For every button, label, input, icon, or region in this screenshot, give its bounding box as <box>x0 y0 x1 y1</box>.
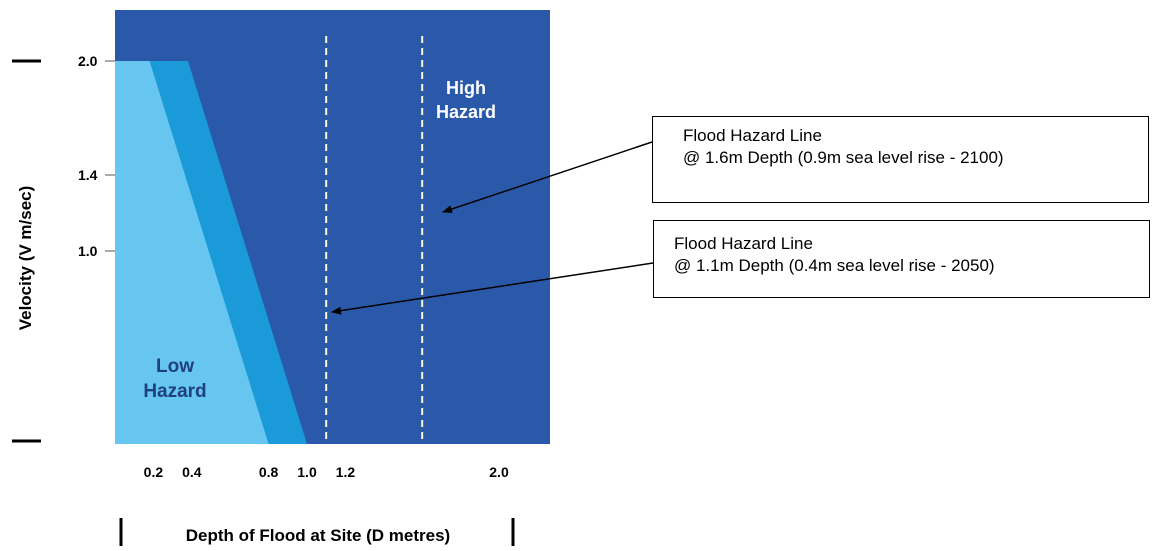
upper-callout-box: Flood Hazard Line @ 1.6m Depth (0.9m sea… <box>652 116 1149 203</box>
high-hazard-label-line1: High <box>446 78 486 98</box>
x-tick-label: 0.2 <box>144 464 164 480</box>
upper-callout-title: Flood Hazard Line <box>683 126 822 145</box>
high-hazard-label-line2: Hazard <box>436 102 496 122</box>
lower-callout-title: Flood Hazard Line <box>674 234 813 253</box>
y-tick-label: 2.0 <box>78 53 98 69</box>
lower-callout-arrow <box>331 262 654 315</box>
upper-callout-arrow <box>442 141 653 213</box>
x-tick-label: 2.0 <box>489 464 509 480</box>
x-tick-label: 0.4 <box>182 464 202 480</box>
x-tick-label: 1.2 <box>336 464 356 480</box>
x-tick-label: 1.0 <box>297 464 317 480</box>
x-tick-label: 0.8 <box>259 464 279 480</box>
upper-callout-detail: @ 1.6m Depth (0.9m sea level rise - 2100… <box>683 148 1004 167</box>
low-hazard-label-line1: Low <box>156 356 194 377</box>
y-tick-label: 1.4 <box>78 167 98 183</box>
lower-callout-box: Flood Hazard Line @ 1.1m Depth (0.4m sea… <box>653 220 1150 298</box>
low-hazard-label-line2: Hazard <box>143 381 206 402</box>
y-axis-title: Velocity (V m/sec) <box>16 186 35 331</box>
lower-callout-detail: @ 1.1m Depth (0.4m sea level rise - 2050… <box>674 256 995 275</box>
x-axis-title: Depth of Flood at Site (D metres) <box>186 526 450 545</box>
y-tick-label: 1.0 <box>78 243 98 259</box>
low-hazard-zone <box>115 61 269 444</box>
